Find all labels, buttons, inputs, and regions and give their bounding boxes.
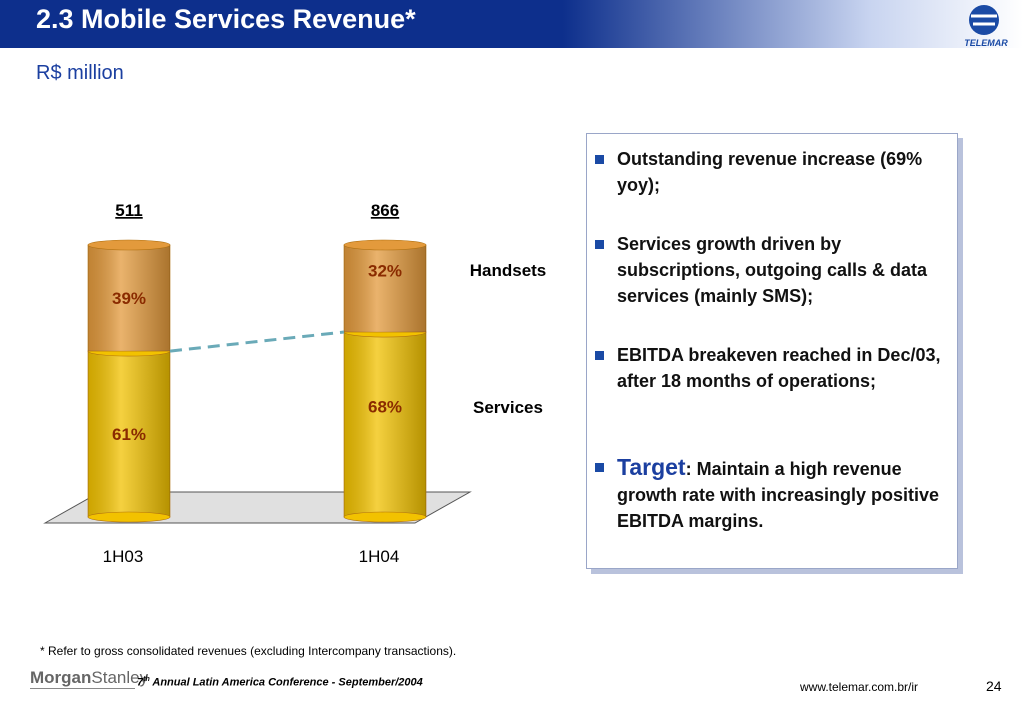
- logo-globe: [969, 5, 999, 35]
- logo-stripes: [971, 14, 997, 26]
- conf-sup: th: [143, 676, 150, 683]
- footnote: * Refer to gross consolidated revenues (…: [40, 644, 457, 658]
- bullet: Target: Maintain a high revenue growth r…: [595, 454, 947, 534]
- chart: 61% 39% 511 1H03 68% 32% 866 1H04 Services Handse…: [43, 201, 547, 566]
- header-band: [0, 0, 1023, 48]
- bar-base: [87, 511, 171, 523]
- conference: 7th Annual Latin America Conference - Se…: [137, 676, 423, 689]
- bullet: Services growth driven by subscriptions,…: [595, 231, 947, 309]
- trend-dash: [169, 330, 345, 353]
- segment-label: 61%: [112, 425, 146, 444]
- bullet-text: : Maintain a high revenue growth rate wi…: [617, 459, 940, 531]
- logo: TELEMAR: [964, 5, 1008, 48]
- total-label: 866: [371, 201, 399, 220]
- conf-rest: Annual Latin America Conference - Septem…: [149, 676, 423, 689]
- bar-shade: [88, 245, 170, 352]
- url: www.telemar.com.br/ir: [800, 680, 919, 694]
- sponsor-b: Stanley: [91, 668, 149, 687]
- sponsor-a: Morgan: [30, 668, 92, 687]
- page-number: 24: [986, 678, 1002, 694]
- x-tick-label: 1H03: [103, 547, 144, 566]
- bar-shade: [344, 332, 426, 517]
- legend-label: Services: [473, 398, 543, 417]
- logo-text: TELEMAR: [964, 38, 1008, 48]
- sponsor-logo: MorganStanley: [30, 668, 148, 689]
- x-tick-label: 1H04: [359, 547, 400, 566]
- segment-edge: [87, 239, 171, 251]
- bullet: Outstanding revenue increase (69% yoy);: [595, 146, 947, 198]
- segment-label: 39%: [112, 289, 146, 308]
- bullet: EBITDA breakeven reached in Dec/03, afte…: [595, 342, 947, 394]
- title: 2.3 Mobile Services Revenue*: [36, 4, 416, 34]
- bar-shade: [344, 245, 426, 333]
- segment-label: 32%: [368, 262, 402, 281]
- segment-edge: [343, 239, 427, 251]
- conf-num: 7: [137, 676, 144, 689]
- bar-shade: [88, 351, 170, 517]
- legend-label: Handsets: [470, 261, 547, 280]
- total-label: 511: [115, 201, 142, 220]
- bullet-lead: Target: [617, 454, 686, 480]
- segment-label: 68%: [368, 398, 402, 417]
- bar-base: [343, 511, 427, 523]
- bullet-panel: Outstanding revenue increase (69% yoy); …: [586, 133, 958, 569]
- subtitle: R$ million: [36, 62, 124, 84]
